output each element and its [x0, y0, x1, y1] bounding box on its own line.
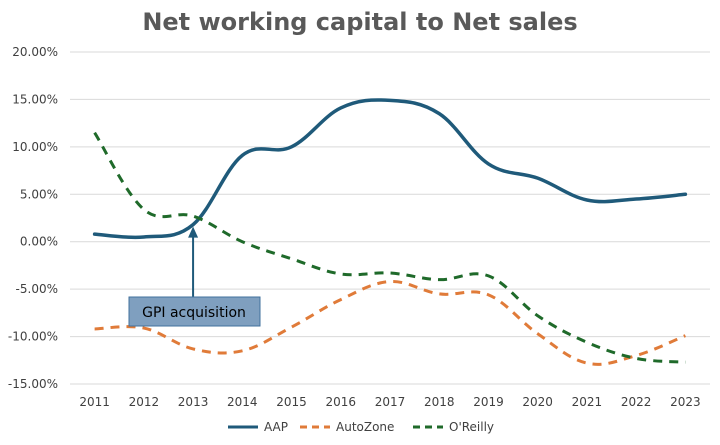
legend: AAP AutoZone O'Reilly	[228, 420, 494, 434]
x-tick-label: 2015	[276, 395, 307, 409]
x-tick-label: 2021	[572, 395, 603, 409]
y-axis-ticks: 20.00% 15.00% 10.00% 5.00% 0.00% -5.00% -10.00…	[8, 45, 58, 391]
series-line-aap	[92, 98, 688, 240]
y-tick-label: -5.00%	[16, 282, 58, 296]
annotation-box	[128, 296, 261, 327]
x-tick-label: 2023	[670, 395, 701, 409]
x-tick-label: 2017	[375, 395, 406, 409]
x-tick-label: 2019	[473, 395, 504, 409]
annotation-label: GPI acquisition	[142, 305, 246, 321]
y-tick-label: -10.00%	[8, 330, 58, 344]
series-lines	[92, 98, 688, 366]
y-tick-label: -15.00%	[8, 377, 58, 391]
y-tick-label: 10.00%	[12, 140, 58, 154]
y-tick-label: 20.00%	[12, 45, 58, 59]
legend-label: AAP	[264, 420, 288, 434]
x-tick-label: 2018	[424, 395, 455, 409]
y-tick-label: 5.00%	[20, 187, 58, 201]
x-axis-ticks: 2011 2012 2013 2014 2015 2016 2017 2018 2019 2020…	[79, 395, 700, 409]
x-tick-label: 2013	[178, 395, 209, 409]
annotation-arrowhead	[188, 226, 199, 238]
series-line-autozone	[94, 280, 686, 366]
legend-label: AutoZone	[336, 420, 394, 434]
y-tick-label: 15.00%	[12, 92, 58, 106]
x-tick-label: 2012	[129, 395, 160, 409]
chart-title: Net working capital to Net sales	[142, 8, 577, 36]
legend-label: O'Reilly	[449, 420, 494, 434]
x-tick-label: 2014	[227, 395, 258, 409]
series-line-oreilly	[93, 131, 686, 364]
x-tick-label: 2011	[79, 395, 110, 409]
x-tick-label: 2020	[522, 395, 553, 409]
annotation: GPI acquisition	[128, 226, 261, 327]
x-tick-label: 2016	[325, 395, 356, 409]
gridlines	[70, 51, 710, 385]
y-tick-label: 0.00%	[20, 235, 58, 249]
x-tick-label: 2022	[621, 395, 652, 409]
